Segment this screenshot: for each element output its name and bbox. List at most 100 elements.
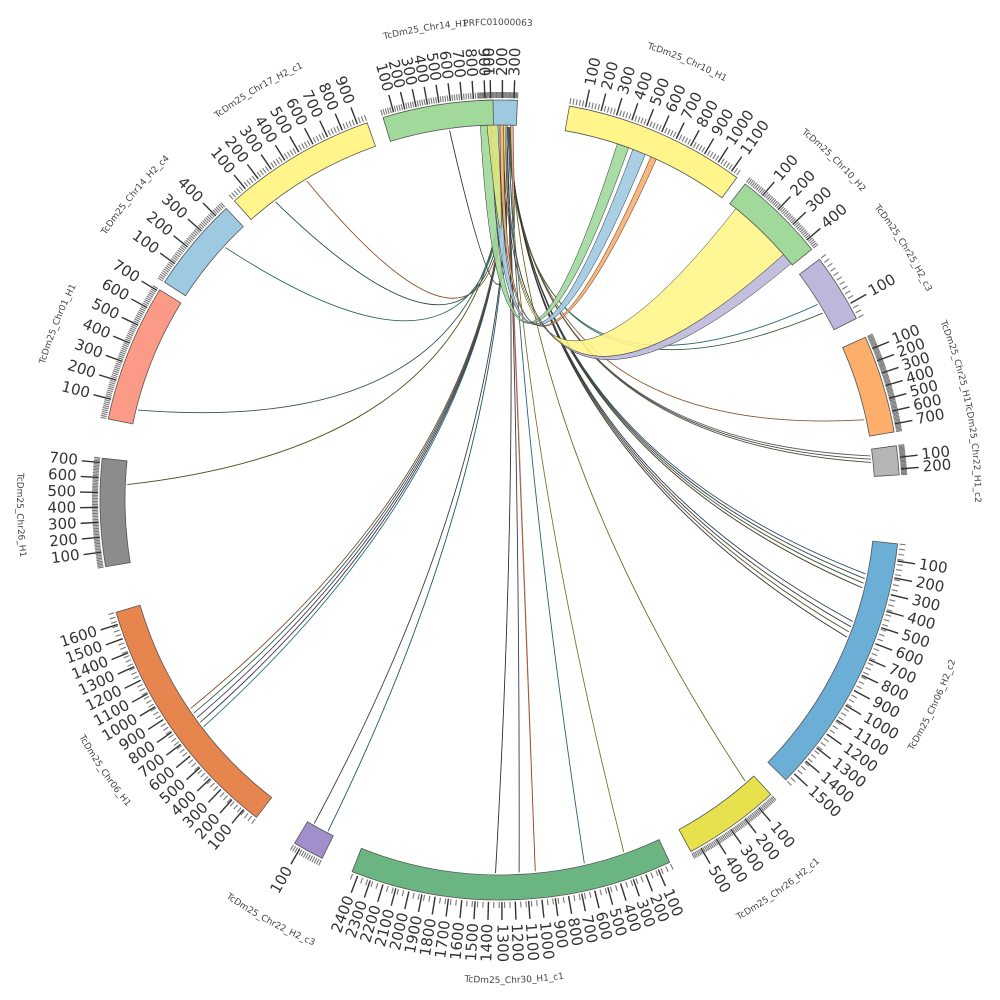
major-tick — [661, 115, 670, 133]
minor-tick — [572, 98, 575, 105]
minor-tick — [439, 897, 441, 904]
minor-tick — [148, 292, 155, 297]
minor-tick — [748, 815, 754, 821]
minor-tick — [835, 720, 841, 726]
minor-tick — [125, 336, 132, 341]
minor-tick — [197, 769, 203, 775]
minor-tick — [810, 754, 817, 759]
minor-tick — [752, 182, 758, 188]
minor-tick — [869, 657, 876, 661]
minor-tick — [395, 105, 399, 112]
minor-tick — [391, 887, 394, 894]
minor-tick — [152, 285, 159, 290]
minor-tick — [199, 223, 205, 229]
minor-tick — [101, 410, 108, 414]
minor-tick — [109, 379, 116, 383]
minor-tick — [721, 834, 726, 841]
minor-tick — [290, 844, 295, 851]
minor-tick — [899, 452, 906, 455]
minor-tick — [899, 453, 906, 456]
minor-tick — [786, 213, 792, 219]
minor-tick — [720, 835, 725, 842]
major-tick — [303, 127, 314, 145]
minor-tick — [856, 685, 862, 690]
minor-tick — [789, 216, 795, 222]
minor-tick — [851, 694, 858, 699]
minor-tick — [155, 715, 162, 720]
minor-tick — [900, 463, 907, 465]
minor-tick — [223, 795, 228, 801]
minor-tick — [136, 313, 143, 317]
major-tick — [388, 94, 395, 113]
minor-tick — [733, 826, 738, 833]
segment-name-tcdm25-chr01-h1: TcDm25_Chr01_H1 — [38, 283, 79, 367]
link-outline — [196, 127, 506, 718]
minor-tick — [318, 859, 322, 866]
minor-tick — [767, 799, 773, 805]
minor-tick — [625, 112, 629, 119]
minor-tick — [416, 100, 419, 107]
major-tick — [98, 374, 117, 381]
minor-tick — [129, 667, 136, 672]
segment-tcdm25-chr25-h2-c3 — [798, 258, 857, 331]
link-outline — [509, 127, 853, 622]
minor-tick — [96, 560, 103, 563]
segment-name-tcdm25-chr30-h1-c1: TcDm25_Chr30_H1_c1 — [463, 972, 564, 986]
minor-tick — [168, 261, 174, 266]
major-tick — [219, 799, 233, 814]
minor-tick — [118, 353, 125, 357]
tick-label: 700 — [578, 913, 601, 945]
major-tick — [124, 679, 141, 689]
minor-tick — [165, 730, 172, 735]
minor-tick — [888, 393, 895, 397]
minor-tick — [348, 120, 352, 127]
link-outline — [327, 127, 508, 832]
minor-tick — [275, 158, 280, 165]
link-outline — [509, 127, 847, 638]
minor-tick — [843, 707, 850, 712]
minor-tick — [181, 244, 187, 250]
minor-tick — [899, 457, 906, 459]
minor-tick — [140, 305, 147, 310]
minor-tick — [887, 391, 894, 394]
minor-tick — [135, 316, 141, 321]
minor-tick — [664, 127, 668, 134]
minor-tick — [875, 354, 882, 358]
minor-tick — [246, 179, 251, 186]
minor-tick — [131, 323, 138, 328]
minor-tick — [236, 807, 242, 813]
minor-tick — [401, 890, 405, 897]
minor-tick — [711, 841, 716, 848]
minor-tick — [875, 353, 882, 357]
minor-tick — [142, 302, 149, 307]
minor-tick — [212, 209, 218, 215]
minor-tick — [727, 830, 732, 837]
minor-tick — [614, 884, 618, 891]
major-tick — [861, 674, 879, 684]
minor-tick — [773, 200, 778, 206]
minor-tick — [898, 444, 905, 446]
minor-tick — [360, 116, 364, 123]
tick-label: 800 — [461, 48, 481, 78]
segment-name-tcdm25-chr14-h1: TcDm25_Chr14_H1 — [381, 19, 468, 42]
minor-tick — [104, 399, 111, 402]
major-tick — [853, 689, 871, 700]
minor-tick — [766, 800, 772, 806]
minor-tick — [110, 620, 117, 624]
minor-tick — [209, 782, 215, 788]
minor-tick — [112, 625, 119, 629]
minor-tick — [171, 737, 177, 743]
minor-tick — [589, 891, 592, 898]
major-tick — [196, 778, 211, 792]
minor-tick — [804, 761, 810, 767]
minor-tick — [167, 263, 173, 268]
major-tick — [894, 577, 913, 583]
tick-label: 400 — [47, 498, 76, 517]
minor-tick — [867, 333, 873, 337]
minor-tick — [754, 183, 759, 190]
minor-tick — [164, 266, 171, 272]
link-outline — [225, 127, 505, 321]
major-tick — [117, 665, 135, 675]
major-tick — [173, 235, 189, 248]
minor-tick — [889, 400, 896, 403]
